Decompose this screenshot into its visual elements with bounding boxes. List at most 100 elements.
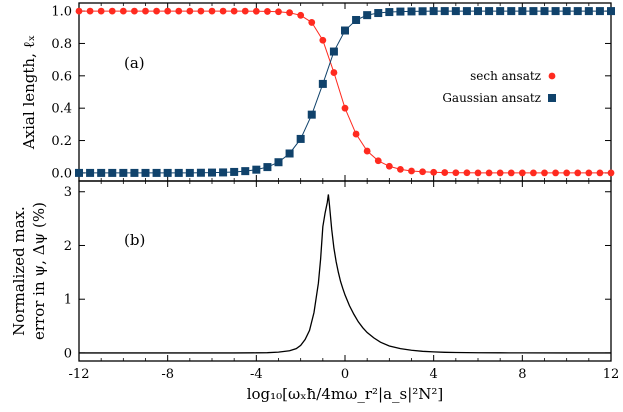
panel-a-ytick-label: 0.2: [51, 134, 72, 149]
gaussian-point: [374, 9, 383, 18]
gaussian-point: [219, 168, 228, 177]
gaussian-point: [174, 168, 183, 177]
x-tick-label: -4: [250, 367, 263, 382]
gaussian-point: [529, 7, 538, 16]
panel-a-ytick-label: 0.6: [51, 69, 72, 84]
sech-point: [297, 11, 305, 19]
gaussian-point: [119, 168, 128, 177]
x-tick-label: 4: [430, 367, 438, 382]
panel-a-tag: (a): [124, 54, 145, 72]
gaussian-point: [163, 168, 172, 177]
sech-point: [86, 7, 94, 15]
gaussian-point: [341, 26, 349, 35]
sech-point: [596, 169, 604, 177]
gaussian-point: [352, 15, 361, 24]
sech-point: [507, 169, 515, 177]
sech-point: [374, 157, 382, 165]
gaussian-point: [208, 168, 216, 177]
gaussian-point: [507, 7, 516, 16]
sech-point: [319, 36, 327, 44]
panel-b-ytick-label: 0: [64, 346, 72, 361]
sech-point: [474, 169, 482, 177]
sech-point: [264, 8, 271, 15]
gaussian-point: [97, 168, 106, 177]
gaussian-point: [551, 7, 560, 16]
sech-point: [585, 169, 593, 177]
gaussian-point: [573, 7, 582, 16]
panel-a-series: [75, 7, 615, 177]
gaussian-point: [86, 168, 95, 177]
x-tick-label: 0: [341, 367, 349, 382]
sech-point: [252, 7, 260, 15]
panel-b-tag: (b): [124, 231, 145, 249]
sech-point: [496, 169, 504, 177]
gaussian-point: [329, 47, 338, 56]
sech-point: [241, 7, 249, 15]
gaussian-point: [407, 7, 416, 16]
legend-sech-marker: [548, 72, 556, 80]
legend: sech ansatz Gaussian ansatz: [442, 69, 556, 105]
sech-point: [119, 7, 127, 15]
gaussian-point: [230, 167, 239, 176]
panel-b-series-line-0: [79, 194, 611, 354]
sech-point: [142, 7, 149, 15]
gaussian-point: [318, 79, 327, 88]
gaussian-point: [241, 167, 250, 176]
sech-point: [164, 7, 172, 15]
sech-point: [530, 169, 537, 177]
sech-point: [175, 7, 183, 15]
gaussian-point: [540, 7, 549, 16]
sech-point: [230, 7, 238, 15]
gaussian-point: [418, 7, 427, 16]
gaussian-point: [462, 7, 471, 16]
gaussian-point: [595, 7, 604, 16]
panel-b-ytick-label: 2: [64, 239, 72, 254]
gaussian-point: [296, 134, 305, 143]
gaussian-point: [485, 7, 494, 16]
gaussian-point: [363, 11, 372, 20]
sech-point: [563, 169, 571, 177]
sech-point: [153, 7, 160, 15]
gaussian-point: [152, 168, 161, 177]
sech-point: [552, 169, 559, 177]
sech-point: [219, 7, 227, 15]
x-tick-label: 12: [603, 367, 620, 382]
sech-point: [97, 7, 105, 15]
gaussian-point: [130, 168, 139, 177]
legend-gaussian-marker: [548, 94, 556, 102]
gaussian-point: [396, 7, 405, 16]
gaussian-point: [274, 158, 283, 167]
x-tick-label: -12: [69, 367, 90, 382]
sech-point: [363, 147, 371, 155]
gaussian-point: [429, 7, 438, 16]
sech-point: [441, 169, 449, 176]
panel-a-ylabel: Axial length, ℓₓ: [20, 35, 38, 150]
panel-a-ticks: 0.0 0.2 0.4 0.6 0.8 1.0: [51, 3, 612, 181]
sech-point: [131, 7, 138, 15]
gaussian-point: [496, 7, 505, 16]
x-tick-label: 8: [518, 367, 526, 382]
sech-point: [286, 9, 293, 17]
panel-b-ytick-label: 3: [64, 185, 72, 200]
sech-point: [463, 169, 471, 177]
panel-b-ytick-label: 1: [64, 293, 72, 308]
gaussian-point: [607, 7, 615, 16]
gaussian-point: [584, 7, 593, 16]
sech-point: [485, 169, 493, 177]
gaussian-point: [263, 163, 272, 172]
sech-point: [275, 8, 282, 16]
gaussian-point: [518, 7, 527, 16]
sech-point: [397, 165, 404, 173]
panel-a-ytick-label: 0.4: [51, 102, 72, 117]
gaussian-point: [474, 7, 482, 16]
gaussian-point: [562, 7, 571, 16]
panel-b-ylabel-line1: Normalized max.: [10, 206, 28, 336]
sech-point: [541, 169, 548, 177]
sech-point: [408, 167, 415, 175]
sech-point: [108, 7, 116, 15]
gaussian-point: [141, 168, 150, 177]
sech-point: [352, 130, 360, 138]
